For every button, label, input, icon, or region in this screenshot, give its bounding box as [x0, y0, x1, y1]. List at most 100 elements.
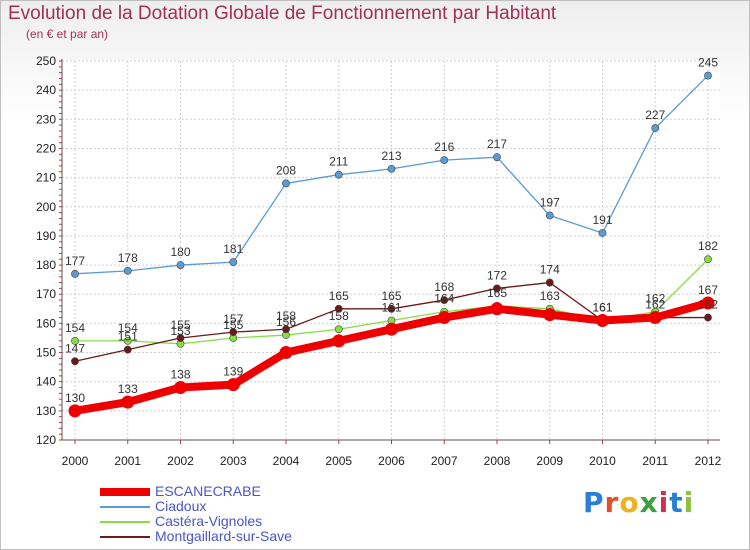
data-point: [598, 229, 607, 237]
y-tick-label: 150: [36, 346, 56, 360]
data-label: 154: [118, 321, 138, 335]
data-point: [176, 334, 185, 342]
data-label: 197: [540, 196, 560, 210]
data-label: 172: [487, 268, 507, 282]
data-label: 191: [592, 213, 612, 227]
data-label: 165: [487, 286, 507, 300]
data-point: [68, 404, 82, 418]
legend-swatch: [100, 536, 150, 538]
data-label: 180: [170, 245, 190, 259]
y-tick-label: 230: [36, 112, 56, 126]
x-tick-label: 2011: [642, 454, 668, 468]
data-point: [704, 313, 712, 322]
y-tick-label: 170: [36, 287, 56, 301]
data-label: 158: [276, 309, 296, 323]
legend-item: ESCANECRABE: [100, 483, 360, 500]
data-point: [332, 334, 346, 348]
data-point: [493, 284, 501, 293]
data-label: 156: [276, 315, 296, 329]
logo-letter: i: [658, 486, 670, 519]
data-point: [334, 304, 343, 313]
data-point: [279, 346, 293, 360]
y-tick-label: 140: [36, 375, 56, 389]
y-tick-label: 190: [36, 229, 56, 243]
data-point: [701, 296, 715, 310]
y-tick-label: 130: [36, 404, 56, 418]
y-tick-label: 250: [36, 54, 56, 68]
data-label: 208: [276, 163, 296, 177]
data-point: [334, 325, 343, 334]
legend-swatch: [100, 521, 150, 523]
x-tick-label: 2010: [589, 454, 616, 468]
data-label: 178: [118, 251, 138, 265]
data-point: [596, 313, 609, 327]
data-point: [440, 296, 449, 304]
legend-label: ESCANECRABE: [155, 483, 261, 499]
data-point: [334, 170, 343, 179]
logo-letter: x: [639, 486, 659, 519]
legend-label: Castéra-Vignoles: [155, 513, 263, 529]
data-point: [229, 328, 238, 337]
data-label: 155: [170, 318, 190, 332]
legend-label: Montgaillard-sur-Save: [155, 528, 292, 544]
logo-letter: i: [683, 486, 695, 519]
data-label: 167: [698, 283, 718, 297]
logo-letter: r: [604, 486, 620, 519]
data-point: [490, 302, 504, 316]
data-label: 161: [592, 300, 612, 314]
legend-item: Montgaillard-sur-Save: [100, 528, 360, 545]
data-point: [543, 308, 557, 322]
legend-label: Ciadoux: [155, 498, 207, 514]
logo-letter: o: [619, 486, 640, 519]
data-label: 161: [381, 300, 401, 314]
data-point: [385, 322, 398, 336]
data-point: [123, 345, 132, 354]
data-label: 153: [170, 324, 190, 338]
x-tick-label: 2002: [167, 454, 194, 468]
x-tick-label: 2012: [695, 454, 722, 468]
data-label: 151: [118, 330, 138, 344]
data-point: [440, 156, 449, 165]
legend-item: Castéra-Vignoles: [100, 513, 360, 530]
data-label: 130: [65, 391, 85, 405]
data-point: [545, 211, 554, 220]
data-point: [71, 336, 79, 345]
x-tick-label: 2009: [536, 454, 563, 468]
data-label: 177: [65, 254, 85, 268]
chart-title: Evolution de la Dotation Globale de Fonc…: [8, 3, 557, 24]
data-point: [387, 304, 396, 313]
data-label: 162: [645, 298, 665, 312]
data-point: [651, 124, 660, 132]
data-point: [437, 311, 451, 325]
x-tick-label: 2006: [378, 454, 405, 468]
data-label: 181: [223, 242, 243, 256]
legend-swatch: [100, 488, 150, 496]
y-tick-label: 160: [36, 316, 56, 330]
data-point: [387, 164, 396, 173]
data-label: 158: [329, 309, 349, 323]
data-label: 164: [434, 292, 454, 306]
x-tick-label: 2001: [114, 454, 141, 468]
data-label: 161: [592, 300, 612, 314]
x-tick-label: 2007: [431, 454, 458, 468]
data-label: 162: [698, 298, 718, 312]
data-label: 182: [698, 239, 718, 253]
y-tick-label: 220: [36, 141, 56, 155]
x-tick-label: 2004: [273, 454, 300, 468]
data-label: 155: [223, 318, 243, 332]
data-label: 165: [329, 289, 349, 303]
data-point: [282, 325, 290, 334]
data-point: [704, 71, 712, 80]
data-label: 227: [645, 108, 665, 122]
logo-letter: P: [583, 486, 605, 519]
x-tick-label: 2003: [220, 454, 247, 468]
data-label: 133: [118, 382, 138, 396]
data-label: 138: [170, 368, 190, 382]
data-point: [545, 278, 554, 287]
data-point: [123, 336, 132, 345]
data-label: 168: [434, 280, 454, 294]
legend-swatch: [100, 506, 150, 508]
y-tick-label: 120: [36, 433, 56, 447]
x-tick-label: 2008: [484, 454, 511, 468]
data-label: 245: [698, 56, 718, 70]
